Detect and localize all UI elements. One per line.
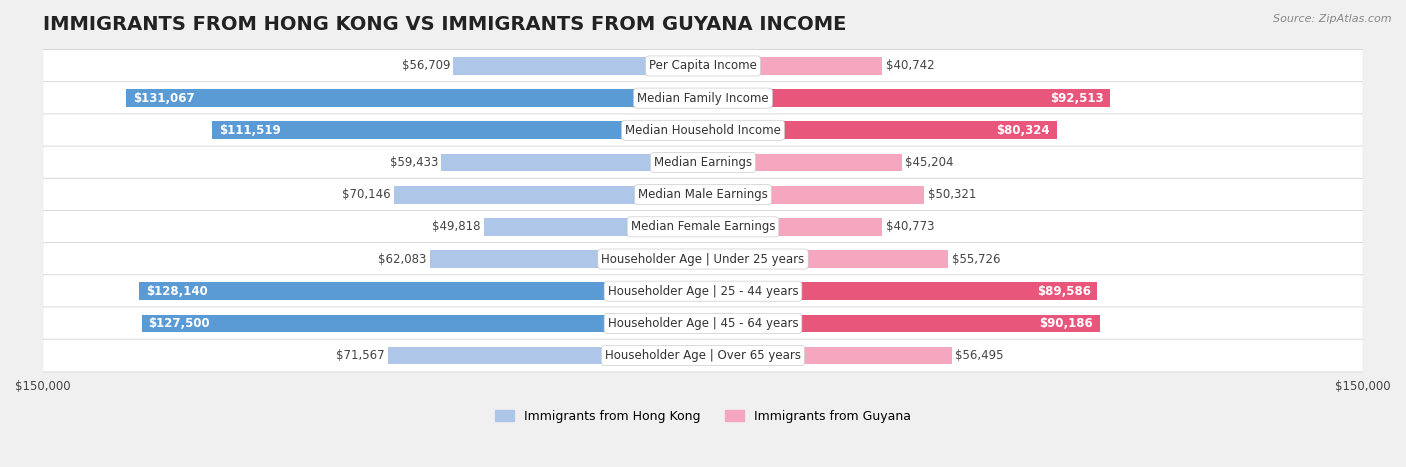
- Text: $40,773: $40,773: [886, 220, 934, 234]
- FancyBboxPatch shape: [42, 82, 1364, 114]
- FancyBboxPatch shape: [42, 211, 1364, 243]
- Bar: [453, 57, 703, 75]
- Text: $71,567: $71,567: [336, 349, 385, 362]
- Text: $49,818: $49,818: [432, 220, 481, 234]
- Bar: [139, 283, 703, 300]
- Text: Householder Age | 25 - 44 years: Householder Age | 25 - 44 years: [607, 285, 799, 297]
- Text: Median Family Income: Median Family Income: [637, 92, 769, 105]
- Text: Median Household Income: Median Household Income: [626, 124, 780, 137]
- Text: $127,500: $127,500: [149, 317, 209, 330]
- Bar: [703, 186, 925, 204]
- Text: $56,709: $56,709: [402, 59, 450, 72]
- Text: $89,586: $89,586: [1036, 285, 1091, 297]
- Bar: [703, 57, 883, 75]
- Text: Median Female Earnings: Median Female Earnings: [631, 220, 775, 234]
- Text: $131,067: $131,067: [132, 92, 194, 105]
- Text: Median Earnings: Median Earnings: [654, 156, 752, 169]
- FancyBboxPatch shape: [42, 243, 1364, 276]
- FancyBboxPatch shape: [42, 307, 1364, 340]
- Text: $50,321: $50,321: [928, 188, 976, 201]
- Text: Householder Age | Over 65 years: Householder Age | Over 65 years: [605, 349, 801, 362]
- FancyBboxPatch shape: [42, 50, 1364, 82]
- Bar: [394, 186, 703, 204]
- Text: $90,186: $90,186: [1039, 317, 1094, 330]
- Bar: [703, 314, 1099, 332]
- Text: $55,726: $55,726: [952, 253, 1000, 266]
- Text: $70,146: $70,146: [342, 188, 391, 201]
- Text: Householder Age | 45 - 64 years: Householder Age | 45 - 64 years: [607, 317, 799, 330]
- Text: Per Capita Income: Per Capita Income: [650, 59, 756, 72]
- Bar: [142, 314, 703, 332]
- Bar: [430, 250, 703, 268]
- Bar: [388, 347, 703, 364]
- Bar: [484, 218, 703, 236]
- Text: $59,433: $59,433: [389, 156, 439, 169]
- Text: IMMIGRANTS FROM HONG KONG VS IMMIGRANTS FROM GUYANA INCOME: IMMIGRANTS FROM HONG KONG VS IMMIGRANTS …: [42, 15, 846, 34]
- Bar: [212, 121, 703, 139]
- Text: $56,495: $56,495: [955, 349, 1004, 362]
- Bar: [703, 218, 883, 236]
- Bar: [127, 89, 703, 107]
- Text: $40,742: $40,742: [886, 59, 934, 72]
- Text: $92,513: $92,513: [1050, 92, 1104, 105]
- Text: $111,519: $111,519: [219, 124, 281, 137]
- FancyBboxPatch shape: [42, 275, 1364, 308]
- Bar: [703, 89, 1111, 107]
- Bar: [703, 154, 903, 171]
- Text: Source: ZipAtlas.com: Source: ZipAtlas.com: [1274, 14, 1392, 24]
- Bar: [703, 250, 948, 268]
- Text: Median Male Earnings: Median Male Earnings: [638, 188, 768, 201]
- Text: $80,324: $80,324: [997, 124, 1050, 137]
- Bar: [703, 283, 1097, 300]
- Text: $45,204: $45,204: [905, 156, 953, 169]
- Legend: Immigrants from Hong Kong, Immigrants from Guyana: Immigrants from Hong Kong, Immigrants fr…: [491, 405, 915, 428]
- FancyBboxPatch shape: [42, 339, 1364, 372]
- Text: Householder Age | Under 25 years: Householder Age | Under 25 years: [602, 253, 804, 266]
- FancyBboxPatch shape: [42, 146, 1364, 179]
- FancyBboxPatch shape: [42, 178, 1364, 211]
- Text: $62,083: $62,083: [378, 253, 426, 266]
- Text: $128,140: $128,140: [146, 285, 207, 297]
- Bar: [703, 347, 952, 364]
- FancyBboxPatch shape: [42, 114, 1364, 147]
- Bar: [441, 154, 703, 171]
- Bar: [703, 121, 1056, 139]
